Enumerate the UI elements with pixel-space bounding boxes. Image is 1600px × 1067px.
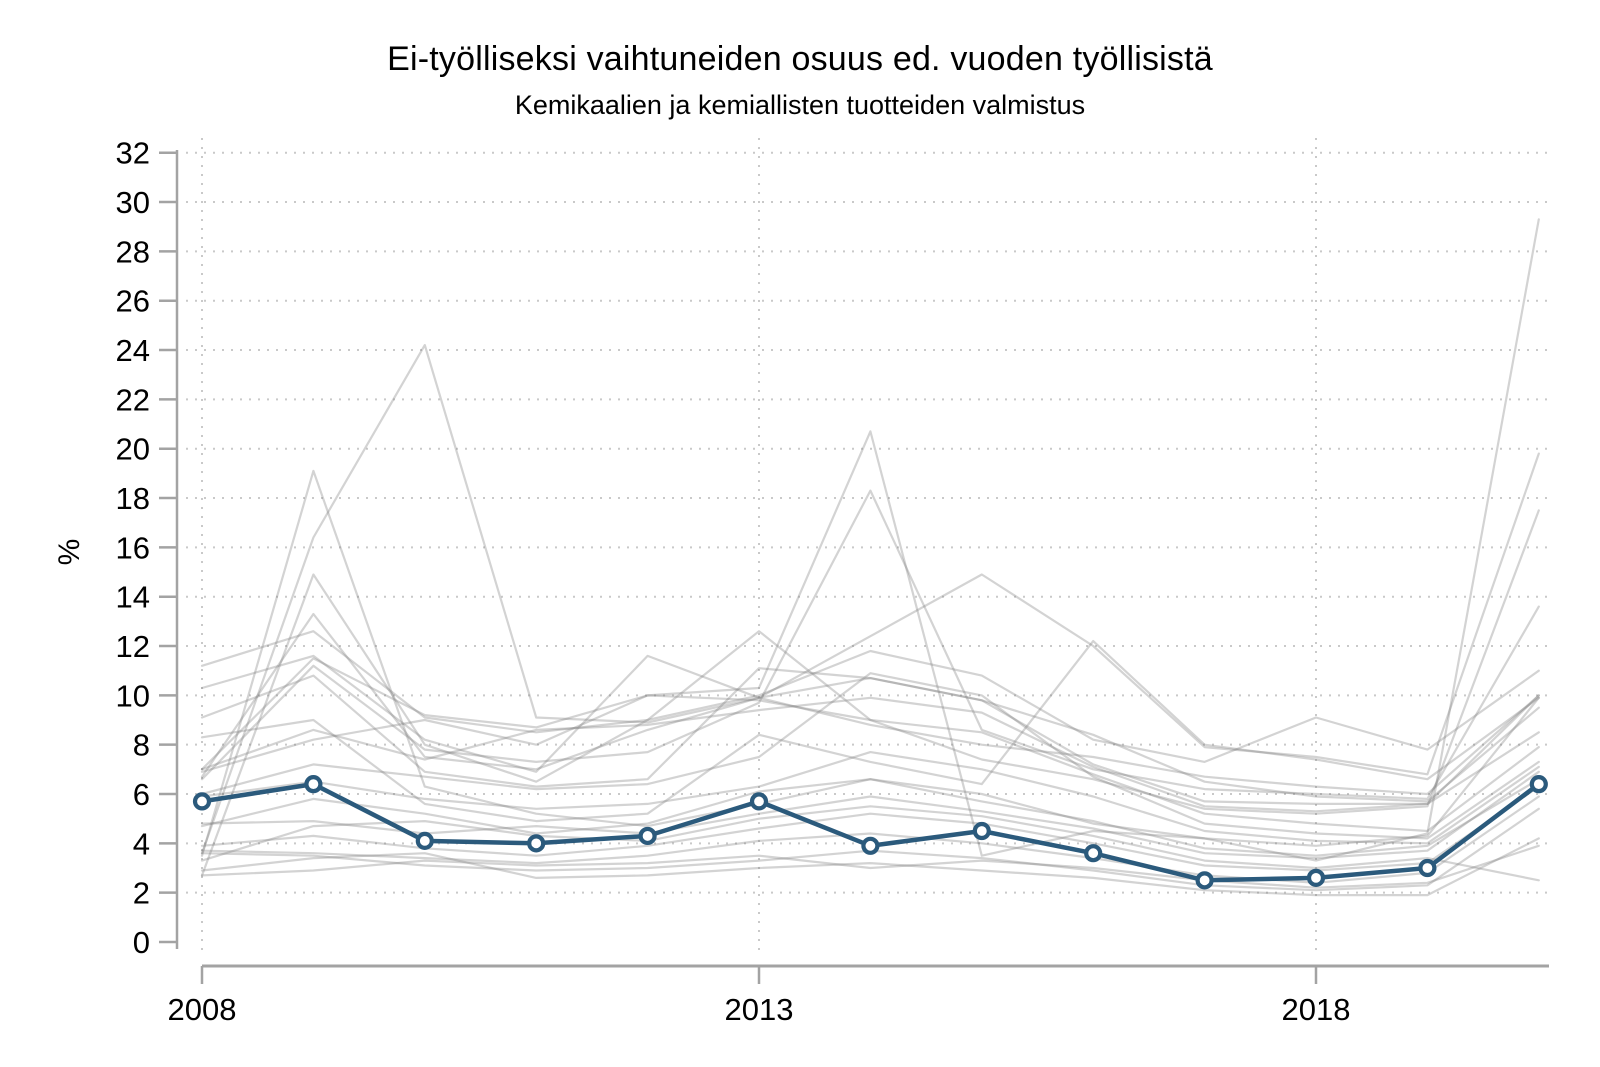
background-series-line xyxy=(200,672,1540,840)
chart-subtitle: Kemikaalien ja kemiallisten tuotteiden v… xyxy=(514,90,1086,120)
x-tick-label: 2008 xyxy=(168,992,237,1027)
highlighted-series-marker xyxy=(1529,775,1548,794)
background-series-line xyxy=(200,344,1540,855)
highlighted-series-marker xyxy=(527,834,546,853)
y-tick-label: 4 xyxy=(133,826,150,861)
y-tick-label: 30 xyxy=(116,185,150,220)
background-series-line xyxy=(200,750,1540,845)
background-series-line xyxy=(200,654,1540,796)
background-series-line xyxy=(200,694,1540,833)
background-series-line xyxy=(200,452,1540,778)
background-series-line xyxy=(200,837,1540,897)
highlighted-series-marker xyxy=(861,836,880,855)
x-tick-label: 2018 xyxy=(1282,992,1351,1027)
y-tick-label: 26 xyxy=(116,284,150,319)
y-tick-label: 8 xyxy=(133,728,150,763)
highlighted-series-marker xyxy=(1306,868,1326,887)
y-tick-label: 24 xyxy=(116,333,150,368)
background-series-line xyxy=(200,489,1540,801)
y-tick-label: 0 xyxy=(133,925,150,960)
y-tick-label: 20 xyxy=(116,432,150,467)
highlighted-series-marker xyxy=(415,831,434,850)
background-series-line xyxy=(200,218,1540,862)
background-series-line xyxy=(200,630,1540,764)
background-series-line xyxy=(200,696,1540,813)
y-tick-label: 28 xyxy=(116,234,150,269)
y-tick-label: 22 xyxy=(116,382,150,417)
highlighted-series-marker xyxy=(304,775,323,794)
highlighted-series-marker xyxy=(1418,858,1437,878)
y-tick-label: 10 xyxy=(116,678,150,713)
y-tick-label: 14 xyxy=(116,580,150,615)
highlighted-series-marker xyxy=(1084,844,1103,863)
highlighted-series-marker xyxy=(749,792,769,811)
background-series-line xyxy=(200,844,1540,889)
background-series-line xyxy=(200,509,1540,877)
background-series-line xyxy=(200,469,1540,857)
highlighted-series-marker xyxy=(1195,871,1214,890)
background-series-line xyxy=(200,805,1540,882)
y-tick-label: 2 xyxy=(133,876,150,911)
y-tick-label: 12 xyxy=(116,629,150,664)
highlighted-series-marker xyxy=(638,826,657,846)
background-series-line xyxy=(200,778,1540,857)
x-tick-label: 2013 xyxy=(725,992,794,1027)
y-tick-label: 18 xyxy=(116,481,150,516)
background-series-line xyxy=(200,667,1540,803)
y-tick-label: 6 xyxy=(133,777,150,812)
background-series-line xyxy=(200,639,1540,823)
y-tick-label: 16 xyxy=(116,530,150,565)
y-tick-label: 32 xyxy=(116,136,150,171)
chart-title: Ei-työlliseksi vaihtuneiden osuus ed. vu… xyxy=(387,40,1213,78)
highlighted-series-marker xyxy=(972,821,991,841)
highlighted-series-marker xyxy=(192,792,212,811)
